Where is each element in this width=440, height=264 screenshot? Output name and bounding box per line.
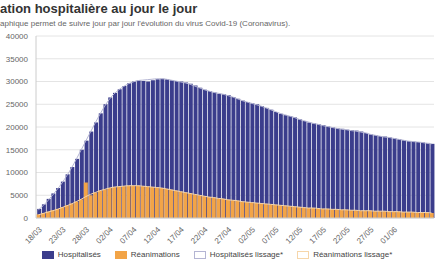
svg-text:25000: 25000 xyxy=(8,100,29,109)
html-text:Hospitalisés: Hospitalisés xyxy=(57,250,101,259)
svg-text:30000: 30000 xyxy=(8,77,29,86)
svg-text:07/05: 07/05 xyxy=(260,225,281,246)
svg-text:27/04: 27/04 xyxy=(213,225,234,246)
svg-text:12/04: 12/04 xyxy=(142,225,163,246)
svg-text:35000: 35000 xyxy=(8,55,29,64)
svg-text:02/05: 02/05 xyxy=(236,225,257,246)
svg-text:28/03: 28/03 xyxy=(71,225,92,246)
svg-text:5000: 5000 xyxy=(10,191,28,200)
svg-text:01/06: 01/06 xyxy=(379,225,400,246)
svg-text:18/03: 18/03 xyxy=(23,225,44,246)
html-text:Réanimations: Réanimations xyxy=(130,250,180,259)
html-text:ation hospitalière au jour le: ation hospitalière au jour le jour xyxy=(0,1,198,16)
html-text:aphique permet de suivre jour: aphique permet de suivre jour par jour l… xyxy=(0,19,291,28)
svg-text:40000: 40000 xyxy=(8,32,29,41)
svg-text:02/04: 02/04 xyxy=(94,225,115,246)
svg-text:10000: 10000 xyxy=(8,168,29,177)
svg-text:17/04: 17/04 xyxy=(165,225,186,246)
svg-text:22/05: 22/05 xyxy=(331,225,352,246)
svg-text:07/04: 07/04 xyxy=(118,225,139,246)
svg-text:27/05: 27/05 xyxy=(355,225,376,246)
svg-text:0: 0 xyxy=(24,214,29,223)
svg-text:17/05: 17/05 xyxy=(308,225,329,246)
svg-text:23/03: 23/03 xyxy=(47,225,68,246)
html-text:Hospitalisés lissage*: Hospitalisés lissage* xyxy=(209,250,284,259)
html-text:Réanimations lissage*: Réanimations lissage* xyxy=(313,250,393,259)
svg-text:20000: 20000 xyxy=(8,123,29,132)
svg-text:15000: 15000 xyxy=(8,146,29,155)
svg-text:22/04: 22/04 xyxy=(189,225,210,246)
svg-text:12/05: 12/05 xyxy=(284,225,305,246)
